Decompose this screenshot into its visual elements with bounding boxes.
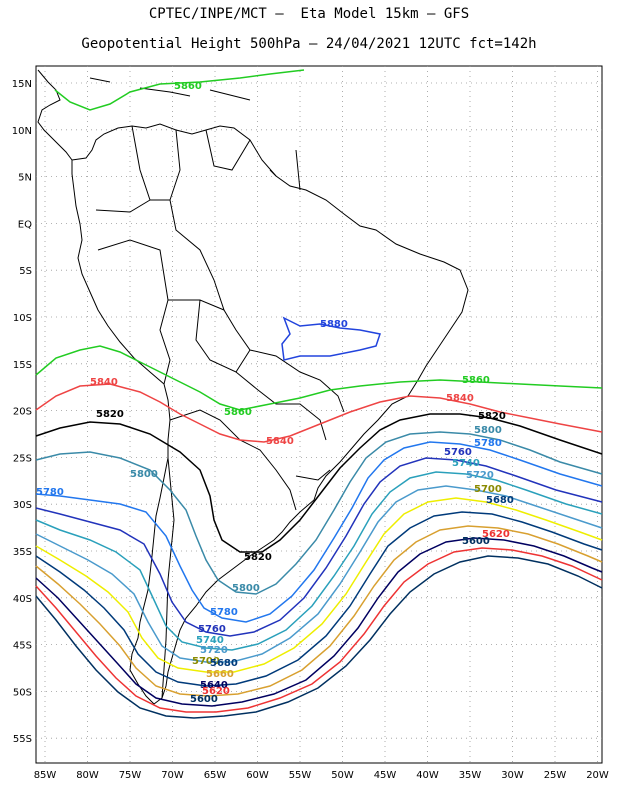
lon-tick-label: 55W	[289, 770, 312, 781]
lon-tick-label: 80W	[76, 770, 99, 781]
contour-5820	[35, 413, 603, 553]
lat-tick-label: 30S	[13, 500, 32, 511]
lat-tick-label: 15S	[13, 360, 32, 371]
contour-5640	[35, 537, 603, 707]
contour-5880-closed	[281, 316, 381, 361]
contour-label: 5700	[192, 656, 220, 667]
contour-label: 5880	[320, 319, 348, 330]
lon-tick-label: 70W	[161, 770, 184, 781]
contour-label: 5780	[474, 438, 502, 449]
map-title-line-1: CPTEC/INPE/MCT — Eta Model 15km — GFS	[148, 6, 470, 22]
contour-label: 5780	[210, 607, 238, 618]
lon-tick-label: 25W	[544, 770, 567, 781]
contour-label: 5820	[244, 552, 272, 563]
paraguay-border	[235, 371, 327, 441]
lon-tick-label: 65W	[204, 770, 227, 781]
contour-label: 5760	[198, 624, 226, 635]
contour-label: 5740	[452, 458, 480, 469]
caribbean-islands	[89, 77, 251, 101]
lat-tick-label: 10S	[13, 313, 32, 324]
contour-label: 5640	[200, 680, 228, 691]
contour-5800	[35, 431, 603, 595]
lat-tick-label: 55S	[13, 734, 32, 745]
contour-5600	[35, 555, 603, 719]
plot-frame	[35, 65, 603, 764]
contour-label: 5680	[486, 495, 514, 506]
contour-label: 5860	[174, 81, 202, 92]
contour-label: 5720	[466, 470, 494, 481]
contour-5840	[35, 383, 603, 443]
lon-tick-label: 75W	[119, 770, 142, 781]
lat-tick-label: 20S	[13, 407, 32, 418]
contour-label: 5820	[96, 409, 124, 420]
contour-label: 5840	[266, 436, 294, 447]
lat-tick-label: 40S	[13, 594, 32, 605]
contour-label: 5800	[474, 425, 502, 436]
bolivia-border	[168, 299, 251, 373]
contour-label: 5600	[462, 536, 490, 547]
contour-5700	[35, 497, 603, 673]
central-america-coast	[37, 69, 73, 161]
lon-tick-label: 40W	[416, 770, 439, 781]
contour-5660	[35, 525, 603, 697]
contour-5720	[35, 485, 603, 663]
contour-5860-south	[35, 345, 603, 411]
contour-label: 5700	[474, 484, 502, 495]
contour-label: 5800	[232, 583, 260, 594]
contour-5760	[35, 457, 603, 637]
contour-label: 5620	[482, 529, 510, 540]
contour-label: 5860	[224, 407, 252, 418]
lon-tick-label: 45W	[374, 770, 397, 781]
argentina-border	[161, 409, 297, 699]
contour-5680	[35, 511, 603, 687]
lat-tick-label: 45S	[13, 641, 32, 652]
contour-label: 5760	[444, 447, 472, 458]
contour-5860-north	[54, 69, 305, 111]
lat-tick-label: 10N	[12, 126, 32, 137]
north-borders	[95, 125, 301, 213]
peru-border	[97, 239, 171, 385]
contour-5620	[35, 547, 603, 713]
geopotential-contours	[35, 69, 603, 719]
contour-label: 5800	[130, 469, 158, 480]
lon-tick-label: 35W	[459, 770, 482, 781]
contour-label: 5840	[90, 377, 118, 388]
contour-label: 5780	[36, 487, 64, 498]
uruguay-border	[295, 469, 331, 481]
lat-tick-label: EQ	[18, 219, 32, 230]
axis-tick-labels: 15N 10N 5N EQ 5S 10S 15S 20S 25S 30S 35S 40S 45S 50S 5…	[12, 79, 609, 781]
map-title-line-2: Geopotential Height 500hPa — 24/04/2021 …	[81, 36, 537, 52]
contour-label: 5720	[200, 645, 228, 656]
brazil-border	[169, 129, 345, 413]
lat-tick-label: 5N	[18, 173, 32, 184]
lat-tick-label: 5S	[19, 266, 32, 277]
lon-tick-label: 60W	[246, 770, 269, 781]
contour-label: 5820	[478, 411, 506, 422]
contour-5780	[35, 441, 603, 623]
contour-label: 5620	[202, 686, 230, 697]
contour-labels: 5860 5860 5860 5880 5840 5840 5840 5820 …	[36, 81, 514, 705]
contour-label: 5860	[462, 375, 490, 386]
contour-label: 5680	[210, 658, 238, 669]
lon-tick-label: 50W	[331, 770, 354, 781]
contour-label: 5660	[206, 669, 234, 680]
lon-tick-label: 30W	[501, 770, 524, 781]
lat-tick-label: 15N	[12, 79, 32, 90]
contour-label: 5600	[190, 694, 218, 705]
lon-tick-label: 85W	[34, 770, 57, 781]
lat-tick-label: 25S	[13, 453, 32, 464]
lon-tick-label: 20W	[586, 770, 609, 781]
lat-tick-label: 35S	[13, 547, 32, 558]
contour-5740	[35, 471, 603, 651]
contour-label: 5840	[446, 393, 474, 404]
lat-tick-label: 50S	[13, 687, 32, 698]
contour-label: 5740	[196, 635, 224, 646]
